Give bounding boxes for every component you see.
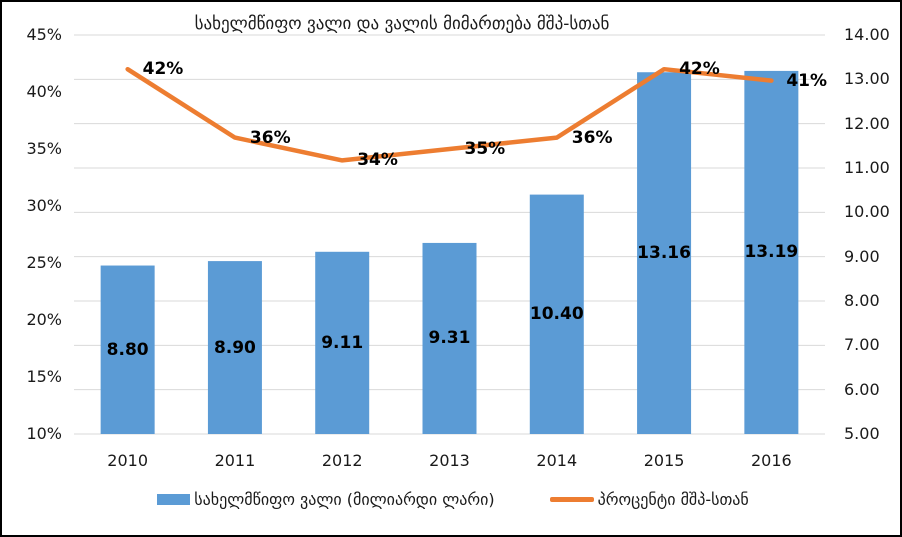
- right-axis-tick: 6.00: [844, 379, 880, 399]
- left-axis-tick: 45%: [26, 25, 62, 44]
- line-value-label: 34%: [357, 150, 398, 171]
- right-axis-tick: 7.00: [844, 335, 880, 355]
- line-value-label: 42%: [679, 59, 720, 80]
- bar-value-label: 9.11: [321, 332, 364, 353]
- left-axis-tick: 10%: [26, 424, 62, 443]
- bar-value-label: 8.90: [213, 337, 256, 358]
- legend: სახელმწიფო ვალი (მილიარდი ლარი) პროცენტი…: [2, 490, 900, 509]
- legend-label-bar-series: სახელმწიფო ვალი (მილიარდი ლარი): [194, 490, 495, 509]
- left-axis-tick: 25%: [26, 253, 62, 272]
- right-axis-tick: 8.00: [844, 291, 880, 310]
- x-axis-label: 2014: [536, 451, 578, 470]
- chart-title: სახელმწიფო ვალი და ვალის მიმართება მშპ-ს…: [194, 14, 610, 34]
- bar-2016: [744, 70, 799, 434]
- left-axis-tick: 15%: [26, 367, 62, 386]
- bar-2012: [315, 251, 370, 434]
- bar-2015: [637, 72, 692, 435]
- left-axis-tick: 40%: [26, 82, 62, 101]
- x-axis-label: 2013: [429, 451, 470, 470]
- x-axis-label: 2011: [214, 451, 256, 470]
- right-axis-tick: 11.00: [844, 158, 890, 177]
- bar-value-label: 10.40: [529, 304, 584, 325]
- legend-label-line-series: პროცენტი მშპ-სთან: [597, 490, 749, 509]
- bar-value-label: 8.80: [106, 339, 149, 360]
- bar-value-label: 13.19: [744, 242, 799, 263]
- bar-value-label: 13.16: [637, 243, 691, 264]
- line-series: [125, 66, 774, 163]
- line-series-swatch-icon: [549, 497, 594, 502]
- line-value-label: 36%: [571, 127, 613, 148]
- right-axis-tick: 13.00: [844, 69, 890, 89]
- line-value-label: 35%: [464, 139, 506, 159]
- line-value-label: 42%: [142, 59, 184, 80]
- bar-2013: [422, 242, 477, 434]
- bar-value-label: 9.31: [428, 328, 471, 349]
- legend-item-line-series: პროცენტი მშპ-სთან: [549, 490, 749, 509]
- right-axis-tick: 14.00: [844, 25, 890, 44]
- x-axis-label: 2016: [750, 451, 792, 470]
- left-axis-tick: 35%: [26, 139, 62, 158]
- x-axis-label: 2010: [107, 451, 148, 470]
- right-axis-tick: 9.00: [844, 246, 880, 266]
- right-axis-tick: 10.00: [844, 202, 890, 222]
- bar-series-swatch-icon: [157, 494, 191, 505]
- legend-item-bar-series: სახელმწიფო ვალი (მილიარდი ლარი): [157, 490, 495, 509]
- right-axis-tick: 5.00: [844, 424, 880, 443]
- x-axis-label: 2015: [643, 451, 685, 470]
- left-axis-tick: 30%: [26, 196, 62, 215]
- bar-2011: [207, 261, 262, 434]
- line-value-label: 36%: [249, 127, 291, 148]
- line-value-label: 41%: [786, 70, 828, 91]
- right-axis-tick: 12.00: [844, 113, 890, 133]
- x-axis-label: 2012: [321, 451, 363, 470]
- left-axis-tick: 20%: [26, 310, 62, 329]
- bar-2014: [529, 194, 584, 434]
- bar-2010: [100, 265, 155, 434]
